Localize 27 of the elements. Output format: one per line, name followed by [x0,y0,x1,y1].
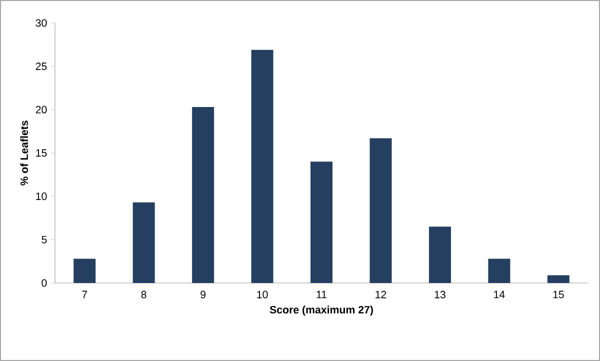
bar [547,275,570,284]
x-tick-label: 9 [200,290,206,298]
x-tick-label: 14 [494,290,505,298]
y-tick-label: 15 [36,149,47,157]
x-tick-label: 13 [434,290,446,298]
y-tick-label: 0 [42,279,47,287]
bar [74,258,96,284]
bar [192,107,214,284]
x-tick-label: 10 [257,290,268,298]
x-tick-label: 11 [316,290,327,298]
bar [370,138,392,284]
y-tick-label: 25 [36,62,47,70]
y-tick-label: 30 [36,19,47,27]
x-tick-label: 8 [141,290,146,298]
y-tick-label: 20 [36,106,47,114]
x-tick-label: 12 [376,290,386,298]
y-tick-label: 10 [36,192,47,200]
bar [251,50,274,284]
y-tick-label: 5 [42,236,47,244]
bar [488,258,510,284]
x-tick-label: 15 [553,290,564,298]
x-tick-label: 7 [82,290,88,298]
y-axis-title: % of Leaflets [20,120,28,186]
x-axis-title: Score (maximum 27) [270,306,373,316]
bar [132,202,155,284]
bar [310,162,333,284]
bar [428,226,451,284]
